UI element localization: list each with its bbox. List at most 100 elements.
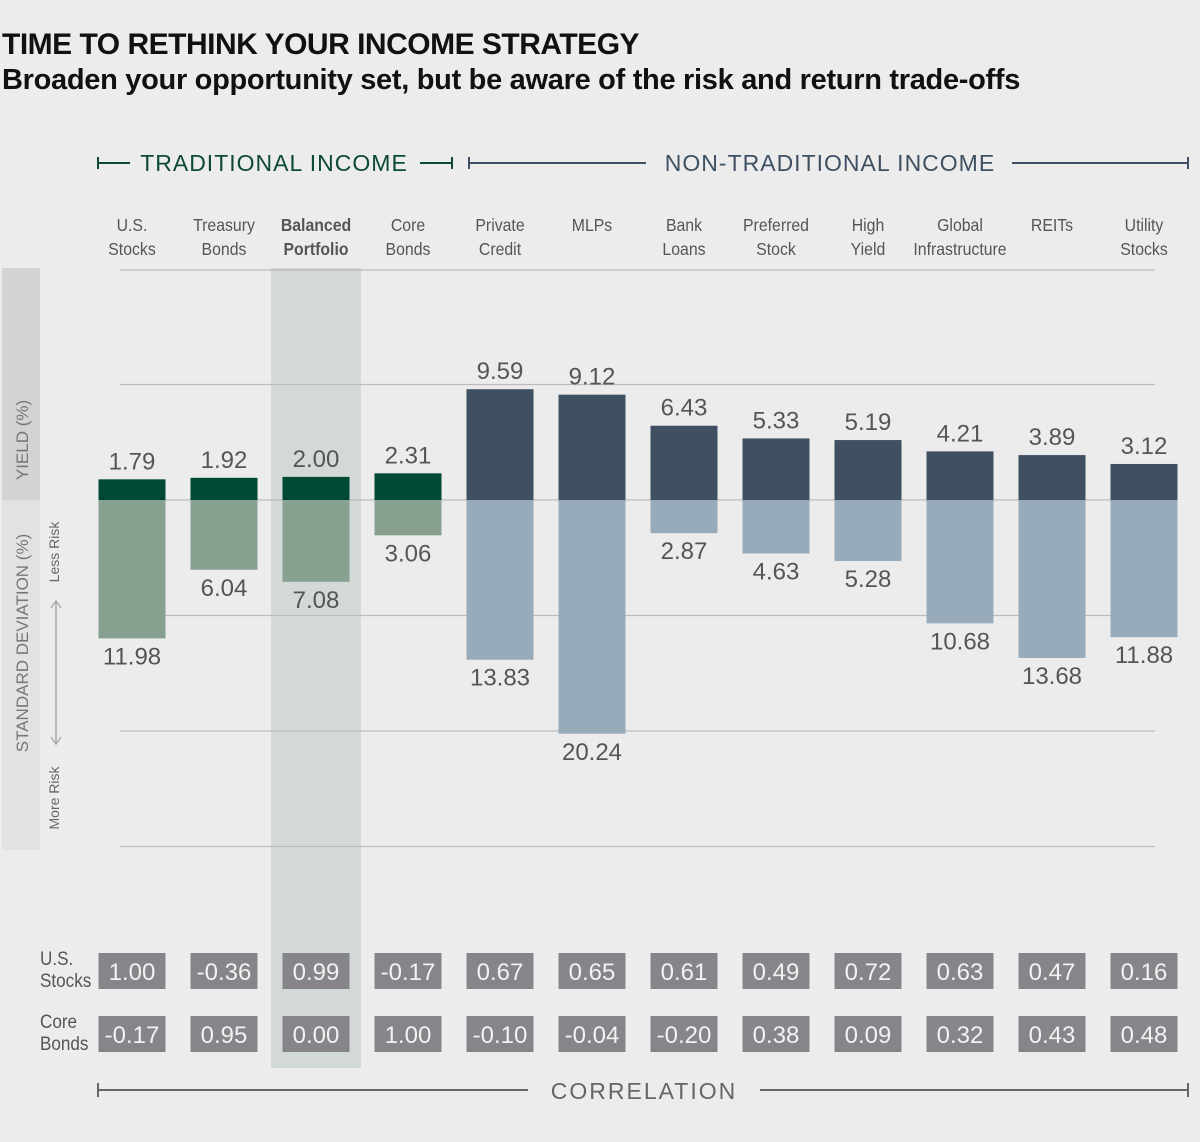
stddev-axis-label: STANDARD DEVIATION (%) <box>13 534 32 753</box>
stddev-value-label: 7.08 <box>293 587 340 614</box>
correlation-row-label: U.S. Stocks <box>40 948 91 991</box>
correlation-value: -0.10 <box>473 1022 528 1049</box>
yield-bar <box>98 479 166 500</box>
category-label: Global Infrastructure <box>913 215 1006 259</box>
yield-value-label: 1.79 <box>109 448 156 475</box>
correlation-cell <box>282 1016 350 1052</box>
correlation-cell <box>926 953 994 989</box>
stddev-value-label: 3.06 <box>385 540 432 567</box>
category-label: Balanced Portfolio <box>281 215 351 259</box>
yield-bar <box>650 425 718 500</box>
category-label: U.S. Stocks <box>108 215 156 259</box>
yield-axis-panel <box>2 268 40 500</box>
stddev-bar <box>1110 500 1178 638</box>
category-label: Preferred Stock <box>743 215 809 259</box>
risk-arrow-heads <box>50 599 62 746</box>
correlation-value: 0.47 <box>1029 959 1076 986</box>
correlation-value: 0.48 <box>1121 1022 1168 1049</box>
yield-value-label: 5.19 <box>845 409 892 436</box>
correlation-value: 0.61 <box>661 959 708 986</box>
stddev-value-label: 6.04 <box>201 575 248 602</box>
correlation-value: 0.95 <box>201 1022 248 1049</box>
yield-axis-label: YIELD (%) <box>13 400 32 480</box>
more-risk-label: More Risk <box>46 766 62 830</box>
correlation-cell <box>98 1016 166 1052</box>
yield-bar <box>466 389 534 500</box>
stddev-value-label: 5.28 <box>845 566 892 593</box>
category-label: Private Credit <box>475 215 524 259</box>
stddev-bar <box>742 500 810 554</box>
yield-bar <box>1110 463 1178 500</box>
stddev-value-label: 20.24 <box>562 739 622 766</box>
stddev-bar <box>1018 500 1086 659</box>
correlation-cell <box>1018 953 1086 989</box>
yield-bar <box>190 477 258 500</box>
yield-bar <box>558 394 626 500</box>
category-label: REITs <box>1031 215 1073 235</box>
correlation-value: -0.20 <box>657 1022 712 1049</box>
yield-bar <box>834 440 902 500</box>
correlation-value: 0.38 <box>753 1022 800 1049</box>
non-traditional-header: NON-TRADITIONAL INCOME <box>665 150 995 176</box>
category-label: Treasury Bonds <box>193 215 255 259</box>
category-label: High Yield <box>851 215 886 259</box>
yield-bar <box>374 473 442 500</box>
less-risk-label: Less Risk <box>46 521 62 583</box>
correlation-cell <box>1018 1016 1086 1052</box>
chart-title: TIME TO RETHINK YOUR INCOME STRATEGY <box>2 28 640 61</box>
correlation-cell <box>834 1016 902 1052</box>
correlation-cell <box>374 1016 442 1052</box>
correlation-cell <box>1110 953 1178 989</box>
correlation-cell <box>1110 1016 1178 1052</box>
category-label: MLPs <box>572 215 612 235</box>
correlation-value: 0.72 <box>845 959 892 986</box>
stddev-value-label: 11.98 <box>103 643 161 670</box>
yield-value-label: 9.12 <box>569 364 616 391</box>
traditional-bracket <box>97 157 453 169</box>
correlation-bracket <box>97 1083 1189 1097</box>
stddev-axis-panel <box>2 500 40 850</box>
correlation-cell <box>558 953 626 989</box>
chart-subtitle: Broaden your opportunity set, but be awa… <box>2 64 1021 96</box>
yield-value-label: 9.59 <box>477 358 524 385</box>
correlation-cell <box>834 953 902 989</box>
yield-value-label: 6.43 <box>661 395 708 422</box>
correlation-value: 0.43 <box>1029 1022 1076 1049</box>
correlation-value: 1.00 <box>109 959 156 986</box>
yield-value-label: 3.89 <box>1029 424 1076 451</box>
correlation-value: 0.09 <box>845 1022 892 1049</box>
correlation-value: 0.99 <box>293 959 340 986</box>
correlation-value: 0.16 <box>1121 959 1168 986</box>
yield-bar <box>282 476 350 500</box>
correlation-value: -0.36 <box>197 959 252 986</box>
stddev-bar <box>190 500 258 570</box>
correlation-label: CORRELATION <box>551 1078 737 1104</box>
correlation-cell <box>926 1016 994 1052</box>
category-label: Core Bonds <box>386 215 431 259</box>
correlation-value: 0.49 <box>753 959 800 986</box>
stddev-value-label: 11.88 <box>1115 642 1173 669</box>
stddev-bar <box>374 500 442 536</box>
correlation-value: 1.00 <box>385 1022 432 1049</box>
stddev-bar <box>926 500 994 624</box>
correlation-cell <box>650 1016 718 1052</box>
stddev-bar <box>466 500 534 660</box>
stddev-value-label: 4.63 <box>753 558 800 585</box>
category-label: Utility Stocks <box>1120 215 1168 259</box>
correlation-value: 0.32 <box>937 1022 984 1049</box>
correlation-cell <box>374 953 442 989</box>
yield-value-label: 2.00 <box>293 446 340 473</box>
yield-bar <box>926 451 994 500</box>
correlation-cell <box>190 1016 258 1052</box>
stddev-bar <box>558 500 626 734</box>
stddev-value-label: 2.87 <box>661 538 708 565</box>
correlation-cell <box>742 953 810 989</box>
stddev-bar <box>98 500 166 639</box>
yield-value-label: 4.21 <box>937 420 984 447</box>
yield-value-label: 5.33 <box>753 407 800 434</box>
stddev-bar <box>282 500 350 582</box>
correlation-cell <box>558 1016 626 1052</box>
correlation-cell <box>742 1016 810 1052</box>
stddev-bar <box>650 500 718 534</box>
stddev-value-label: 13.68 <box>1022 663 1082 690</box>
